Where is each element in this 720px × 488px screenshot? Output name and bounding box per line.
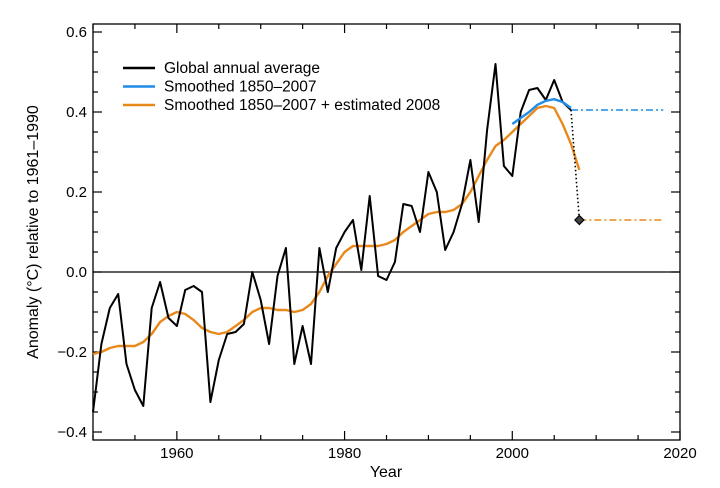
series-line-2 [511,97,572,125]
legend: Global annual average Smoothed 1850–2007S… [123,60,440,114]
y-tick-label: 0.6 [66,24,87,41]
y-tick-label: −0.4 [57,424,87,441]
y-tick-label: 0.2 [66,184,87,201]
legend-label-1: Global annual average [164,60,320,77]
x-tick-label: 2020 [663,445,696,462]
x-axis-title: Year [370,464,403,481]
y-axis-title: Anomaly (°C) relative to 1961–1990 [25,105,42,359]
estimate-2008-marker [574,214,585,226]
y-tick-label: 0.4 [66,104,87,121]
x-tick-label: 1960 [160,445,193,462]
legend-label-2: Smoothed 1850–2007 [164,79,317,96]
y-tick-label: −0.2 [57,344,87,361]
y-tick-label: 0.0 [66,264,87,281]
series-line-3 [92,104,581,356]
x-tick-label: 2000 [496,445,529,462]
series-line-1 [92,63,572,413]
x-tick-label: 1980 [328,445,361,462]
axis-ticks [92,24,681,440]
series-layer [92,63,581,413]
projection-annotations [570,109,664,226]
legend-label-3: Smoothed 1850–2007 + estimated 2008 [164,97,440,114]
tick-labels: 1960 1980 2000 2020 −0.4 −0.2 0.0 0.2 0.4 0.6 [57,24,696,462]
